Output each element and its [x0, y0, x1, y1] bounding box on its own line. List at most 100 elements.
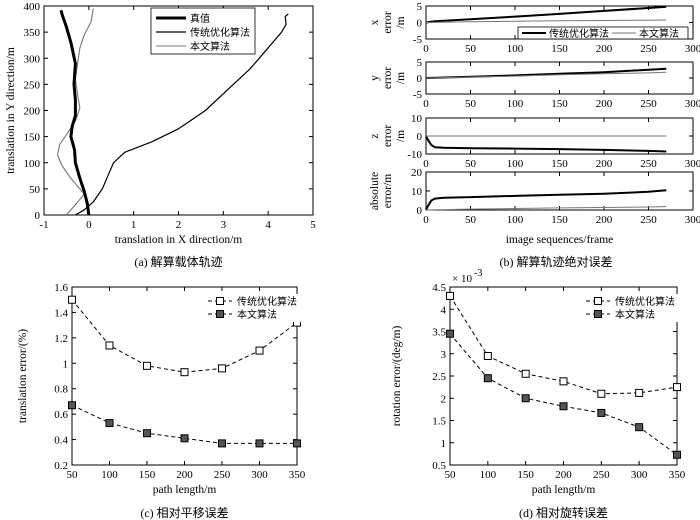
panel-d-xtick-label: 250 [593, 469, 610, 481]
panel-a-legend-label: 真值 [190, 12, 210, 25]
panel-c-ytick-label: 1.6 [54, 282, 68, 294]
panel-d-xtick-label: 100 [480, 469, 497, 481]
panel-b-ytick-label: 0 [417, 18, 423, 30]
panel-d-data-point [446, 329, 454, 338]
panel-a-xtick-label: 0 [86, 219, 92, 231]
panel-a-xtick-label: 2 [176, 219, 182, 231]
panel-d-legend-marker [594, 310, 602, 318]
panel-b-xtick-label: 200 [596, 98, 613, 110]
panel-a-legend-label: 传统优化算法 [190, 26, 250, 39]
panel-b-ylabel: error [382, 11, 394, 34]
panel-b-xtick-label: 250 [640, 43, 657, 55]
panel-a-legend-label: 本文算法 [190, 40, 230, 53]
panel-c-xtick-label: 150 [139, 469, 156, 481]
panel-d-data-point [521, 369, 530, 378]
panel-b-series-line-0 [425, 135, 667, 153]
panel-b-subplot-axes [425, 61, 694, 95]
panel-b-ytick-label: 10 [411, 113, 423, 125]
panel-b-xtick-label: 100 [507, 214, 524, 226]
panel-c-xtick-label: 300 [251, 469, 268, 481]
panel-d-data-point [635, 388, 644, 397]
panel-d-xtick-label: 200 [555, 469, 572, 481]
panel-c-data-point [105, 419, 114, 428]
panel-d-exponent: × 10 [452, 273, 472, 285]
panel-c-data-point [218, 364, 226, 373]
panel-d-ylabel: rotation error/(deg/m) [391, 326, 403, 427]
panel-c-ylabel: translation error/(%) [17, 329, 29, 423]
panel-b-xtick-label: 250 [640, 214, 657, 226]
panel-d-ytick-label: 3.5 [432, 327, 446, 339]
panel-d-ytick-label: 2 [441, 393, 447, 405]
panel-b-ylabel: error/m [382, 174, 394, 209]
panel-b-xlabel: image sequences/frame [506, 234, 614, 246]
panel-d-ytick-label: 1.5 [432, 416, 446, 428]
panel-d-ytick-label: 0.5 [432, 460, 446, 472]
panel-a-ytick-label: 50 [29, 184, 41, 196]
panel-c-data-point [255, 346, 264, 355]
panel-a-ytick-label: 100 [24, 158, 41, 170]
panel-b-legend-label: 本文算法 [639, 27, 679, 40]
panel-c-data-point [255, 439, 264, 448]
panel-c-xtick-label: 250 [214, 469, 231, 481]
panel-a-xtick-label: 5 [310, 219, 316, 231]
panel-a-ytick-label: 150 [24, 132, 41, 144]
panel-b-xtick-label: 0 [423, 98, 429, 110]
panel-b-xtick-label: 150 [551, 158, 568, 170]
panel-b-ytick-label: 5 [417, 57, 423, 69]
panel-b-ytick-label: 10 [411, 186, 423, 198]
panel-d-data-point [483, 374, 492, 383]
panel-c-data-point [293, 439, 301, 448]
panel-b-xtick-label: 200 [596, 214, 613, 226]
panel-d-ytick-label: 2.5 [432, 371, 446, 383]
panel-a-ytick-label: 300 [24, 53, 41, 65]
panel-d-caption: (d) 相对旋转误差 [519, 505, 608, 520]
panel-d-data-point [483, 351, 492, 360]
panel-b-series-line-1 [425, 206, 667, 211]
panel-a-ytick-label: 350 [24, 27, 41, 39]
panel-d-xtick-label: 50 [445, 469, 457, 481]
panel-a-ytick-label: 200 [24, 106, 41, 118]
panel-b-ylabel: /m [395, 130, 407, 142]
panel-b-xtick-label: 200 [596, 43, 613, 55]
panel-c-ytick-label: 0.6 [54, 409, 68, 421]
panel-c-data-point [218, 439, 226, 448]
panel-c-ytick-label: 0.4 [54, 435, 68, 447]
panel-c-xtick-label: 350 [289, 469, 306, 481]
panel-a-xlabel: translation in X direction/m [115, 234, 242, 246]
panel-b-xtick-label: 150 [551, 214, 568, 226]
panel-c-legend-marker [216, 310, 224, 318]
panel-b-xtick-label: 50 [465, 98, 477, 110]
panel-c-ytick-label: 1 [63, 358, 69, 370]
panel-c-legend-label: 传统优化算法 [237, 295, 297, 308]
panel-a-ytick-label: 250 [24, 79, 41, 91]
panel-d-xlabel: path length/m [532, 484, 596, 496]
panel-d-xtick-label: 150 [517, 469, 534, 481]
panel-d-data-point [635, 423, 644, 432]
panel-c-xtick-label: 50 [67, 469, 79, 481]
panel-a-series-line-2 [56, 8, 94, 216]
panel-a-xtick-label: 1 [131, 219, 137, 231]
panel-b-xtick-label: 100 [507, 43, 524, 55]
panel-c-data-point [143, 361, 151, 370]
panel-b-xtick-label: 300 [685, 98, 700, 110]
panel-c-caption: (c) 相对平移误差 [140, 506, 228, 520]
panel-c-data-point [180, 434, 189, 443]
panel-b-xtick-label: 100 [507, 98, 524, 110]
panel-b-series-line-1 [425, 71, 667, 79]
panel-b-xtick-label: 300 [685, 158, 700, 170]
panel-c-xtick-label: 200 [176, 469, 193, 481]
panel-c-ytick-label: 1.4 [54, 307, 68, 319]
panel-b-ytick-label: 20 [411, 167, 423, 179]
panel-b-ytick-label: -10 [407, 149, 422, 161]
panel-b-series-line-0 [425, 189, 667, 211]
panel-d-data-point [559, 377, 568, 386]
panel-b-xtick-label: 300 [685, 214, 700, 226]
panel-d-data-point [446, 291, 454, 300]
panel-b-ylabel: z [369, 133, 381, 138]
panel-a-ytick-label: 400 [24, 1, 41, 13]
panel-b-ytick-label: -5 [413, 34, 423, 46]
panel-b-ylabel: error [382, 125, 394, 148]
panel-b-ytick-label: 0 [417, 73, 423, 85]
panel-c-ytick-label: 0.2 [54, 460, 68, 472]
panel-a-xtick-label: 4 [265, 219, 271, 231]
